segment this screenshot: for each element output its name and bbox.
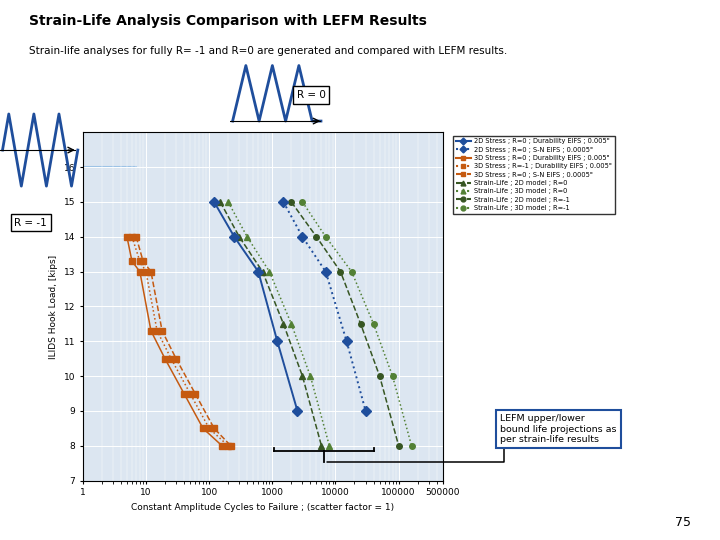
Text: LEFM upper/lower
bound life projections as
per strain-life results: LEFM upper/lower bound life projections …	[500, 414, 617, 444]
Text: R = 0: R = 0	[297, 90, 326, 100]
Legend: 2D Stress ; R=0 ; Durability EIFS ; 0.005", 2D Stress ; R=0 ; S-N EIFS ; 0.0005": 2D Stress ; R=0 ; Durability EIFS ; 0.00…	[454, 136, 615, 214]
Text: R = -1: R = -1	[14, 218, 47, 228]
Text: Strain-Life Analysis Comparison with LEFM Results: Strain-Life Analysis Comparison with LEF…	[29, 14, 427, 28]
Y-axis label: ILIDS Hook Load, [kips]: ILIDS Hook Load, [kips]	[49, 254, 58, 359]
Text: 75: 75	[675, 516, 691, 529]
Text: Strain-life analyses for fully R= -1 and R=0 are generated and compared with LEF: Strain-life analyses for fully R= -1 and…	[29, 46, 507, 56]
X-axis label: Constant Amplitude Cycles to Failure ; (scatter factor = 1): Constant Amplitude Cycles to Failure ; (…	[131, 503, 395, 512]
